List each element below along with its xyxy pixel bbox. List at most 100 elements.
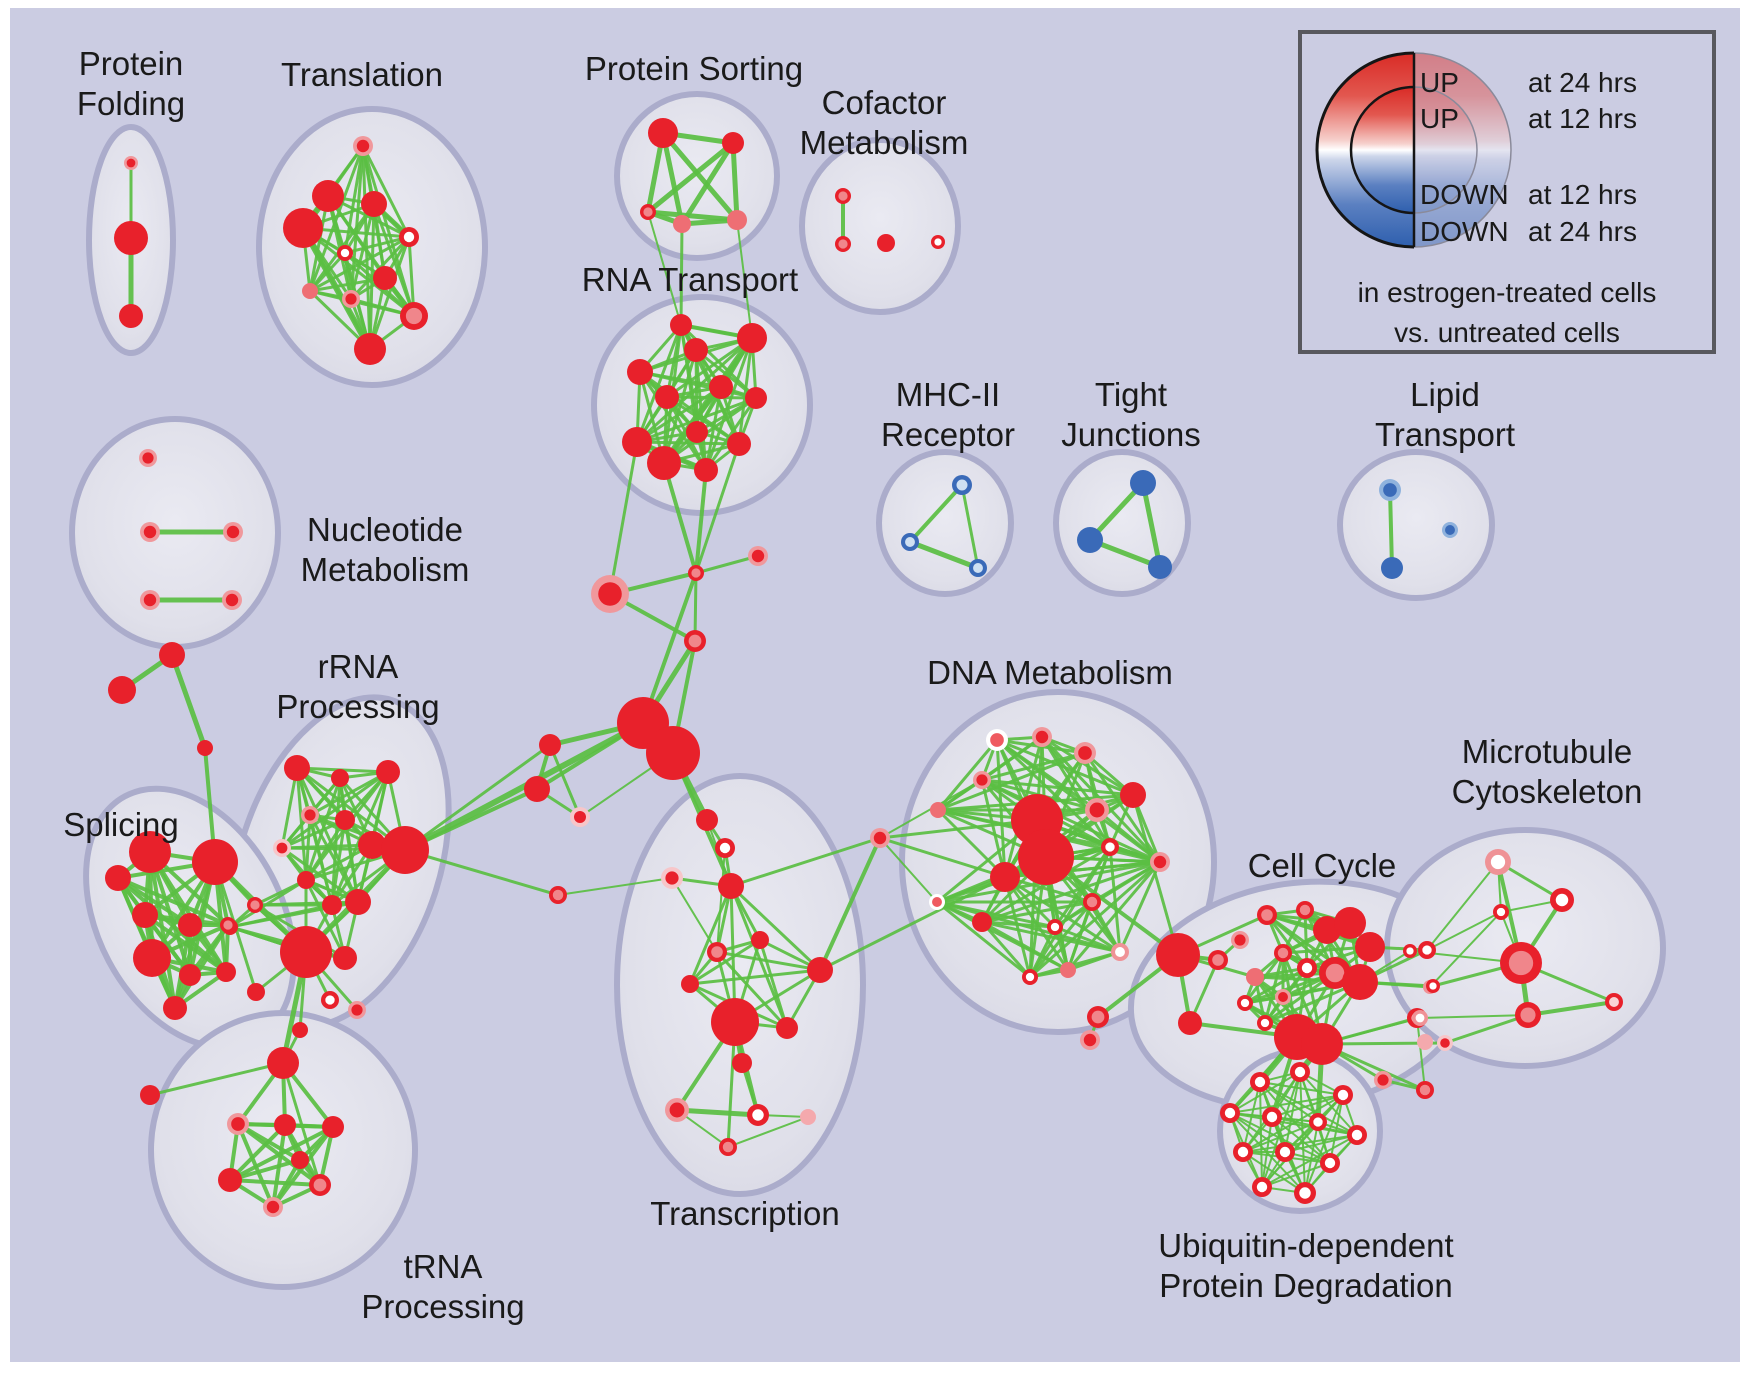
node-outer-s: [732, 1053, 752, 1073]
cluster-label-tight-junctions-line2: Junctions: [1061, 416, 1200, 453]
node-inner-rw: [1105, 842, 1115, 852]
legend-row-up-12-direction: UP: [1420, 103, 1459, 134]
network-edge: [402, 720, 646, 853]
network-edge: [1242, 1151, 1306, 1194]
node-outer-s: [877, 234, 895, 252]
node-lt1: [1379, 479, 1401, 501]
node-mt9: [1412, 1010, 1428, 1026]
node-outer-s: [376, 760, 400, 784]
network-edge: [173, 923, 192, 1010]
cluster-label-trna-processing-line2: Processing: [361, 1288, 524, 1325]
network-edge: [1284, 1071, 1301, 1153]
node-inner-rw: [340, 248, 350, 258]
network-edge: [980, 920, 1070, 972]
network-edge: [693, 571, 698, 643]
node-inner-pr: [976, 774, 988, 786]
node-ub10: [1320, 1153, 1340, 1173]
network-edge: [635, 323, 683, 444]
node-inner-rw: [1260, 1018, 1270, 1028]
node-inner-rp: [838, 239, 848, 249]
node-inner-pr: [1035, 730, 1049, 744]
cluster-ellipse-cofactor-metabolism: [799, 137, 961, 315]
node-inner-rp: [250, 900, 260, 910]
cluster-label-translation-line1: Translation: [281, 56, 443, 93]
network-edge: [879, 837, 938, 903]
cluster-label-lipid-transport-line1: Lipid: [1410, 376, 1480, 413]
node-inner-br: [956, 479, 968, 491]
node-inner-pr: [231, 1117, 245, 1131]
network-edge: [645, 140, 736, 215]
network-edge: [662, 461, 698, 575]
network-edge: [980, 778, 1007, 879]
node-outer-s: [274, 1114, 296, 1136]
node-inner-rw: [1406, 947, 1414, 955]
node-rr6: [335, 810, 355, 830]
node-rt6: [709, 375, 733, 399]
node-inner-pr: [873, 831, 887, 845]
node-tl9: [342, 290, 360, 308]
node-outer-s: [179, 964, 201, 986]
network-edge: [1053, 925, 1122, 954]
node-mh1: [952, 475, 972, 495]
node-outer-b: [1148, 555, 1172, 579]
node-inner-rw: [1025, 972, 1035, 982]
node-inner-rw: [1313, 1117, 1323, 1127]
node-outer-s: [132, 902, 158, 928]
node-inner-pr: [1078, 746, 1092, 760]
node-outer-s: [737, 323, 767, 353]
node-inner-pr: [1278, 992, 1288, 1002]
node-tl7: [373, 266, 397, 290]
node-inner-rlp: [1609, 997, 1619, 1007]
network-edge: [1003, 875, 1032, 979]
node-inner-br: [973, 563, 983, 573]
node-inner-pr: [1089, 802, 1105, 818]
node-rr11: [345, 889, 371, 915]
network-edge: [308, 813, 360, 904]
node-sp13: [163, 996, 187, 1020]
node-outer-p: [673, 215, 691, 233]
node-outer-p: [930, 802, 946, 818]
network-edge: [662, 396, 758, 465]
node-inner-rp: [223, 920, 233, 930]
node-inner-rw: [1254, 1076, 1266, 1088]
node-mt5: [1403, 944, 1417, 958]
network-edge: [635, 336, 754, 444]
cluster-label-protein-sorting-line1: Protein Sorting: [585, 50, 803, 87]
network-edge: [679, 222, 684, 327]
network-edge: [280, 770, 390, 850]
cluster-ellipse-mhc-ii-receptor: [876, 449, 1014, 597]
network-edge: [1426, 911, 1502, 951]
cluster-label-rrna-processing-line2: Processing: [276, 688, 439, 725]
node-inner-pr: [669, 1102, 685, 1118]
network-edge: [878, 836, 1007, 879]
network-edge: [727, 1116, 809, 1148]
node-tl2: [312, 180, 344, 212]
node-sp2: [108, 676, 136, 704]
network-edge: [729, 884, 822, 972]
node-ub3: [1333, 1085, 1353, 1105]
node-nm5: [222, 590, 242, 610]
node-inner-rp: [688, 634, 702, 648]
node-rt11: [647, 446, 681, 480]
node-outer-s: [709, 375, 733, 399]
node-outer-s: [361, 191, 387, 217]
node-inner-rp: [1299, 904, 1311, 916]
node-trn: [800, 1109, 816, 1125]
cluster-label-protein-folding-line1: Protein: [79, 45, 184, 82]
node-tj3: [1148, 555, 1172, 579]
node-outer-s: [322, 895, 342, 915]
node-outer-s: [648, 118, 678, 148]
network-edge: [308, 276, 387, 293]
cluster-label-mhc-ii-receptor-line2: Receptor: [881, 416, 1015, 453]
node-h2: [646, 726, 700, 780]
node-outer-s: [1156, 933, 1200, 977]
node-trh: [807, 957, 833, 983]
node-ub7: [1347, 1125, 1367, 1145]
node-cm1: [835, 188, 851, 204]
network-edge: [1131, 793, 1180, 957]
cluster-label-rrna-processing-line1: rRNA: [318, 648, 399, 685]
node-cc19: [1418, 941, 1436, 959]
node-tra: [696, 809, 718, 831]
network-edge: [1028, 900, 1094, 979]
